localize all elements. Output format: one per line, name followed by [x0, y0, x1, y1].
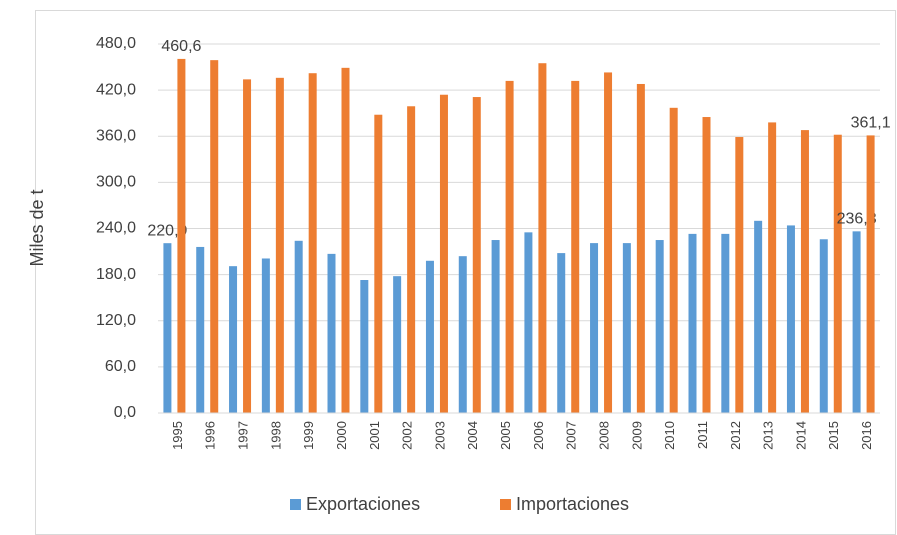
x-tick-label: 2003: [432, 421, 447, 450]
bar: [669, 107, 678, 414]
legend-label: Importaciones: [516, 494, 629, 514]
bar: [524, 232, 533, 413]
bar: [472, 97, 481, 413]
x-tick-label: 2005: [498, 421, 513, 450]
y-tick-label: 300,0: [96, 174, 136, 191]
bar: [458, 256, 467, 413]
bar: [819, 239, 828, 413]
x-tick-label: 2014: [793, 421, 808, 450]
x-tick-label: 2001: [367, 421, 382, 450]
bar: [866, 135, 875, 414]
x-tick-label: 2006: [531, 421, 546, 450]
bar: [360, 280, 369, 413]
bar: [538, 63, 547, 413]
bar: [229, 266, 238, 413]
bar: [590, 243, 599, 413]
x-tick-label: 1998: [268, 421, 283, 450]
bar: [294, 240, 303, 413]
y-tick-label: 360,0: [96, 127, 136, 144]
bar: [786, 225, 795, 413]
legend-swatch: [290, 499, 301, 510]
bar: [425, 260, 434, 413]
bar: [327, 253, 336, 413]
x-tick-label: 2015: [826, 421, 841, 450]
bar: [833, 134, 842, 413]
bar: [571, 80, 580, 414]
x-tick-label: 2008: [596, 421, 611, 450]
bar: [702, 117, 711, 413]
y-tick-label: 240,0: [96, 220, 136, 237]
y-tick-label: 420,0: [96, 81, 136, 98]
x-tick-label: 1997: [235, 421, 250, 450]
data-label: 460,6: [161, 38, 201, 55]
bar: [275, 77, 284, 413]
x-tick-label: 2010: [662, 421, 677, 450]
y-tick-label: 180,0: [96, 266, 136, 283]
x-tick-label: 1996: [203, 421, 218, 450]
bar: [177, 58, 186, 413]
bar: [768, 122, 777, 413]
bar: [210, 60, 219, 414]
bar: [688, 233, 697, 413]
bar: [308, 73, 317, 414]
bar: [243, 79, 252, 414]
bar: [374, 114, 383, 413]
bar: [491, 240, 500, 413]
bar: [754, 220, 763, 413]
y-tick-label: 0,0: [114, 404, 136, 421]
bar: [735, 137, 744, 414]
x-tick-label: 2012: [728, 421, 743, 450]
legend-label: Exportaciones: [306, 494, 420, 514]
y-tick-label: 60,0: [105, 358, 136, 375]
bar: [163, 243, 172, 413]
x-tick-label: 1999: [301, 421, 316, 450]
bar: [407, 106, 416, 414]
legend-swatch: [500, 499, 511, 510]
bar: [196, 246, 205, 413]
bar: [721, 233, 730, 413]
x-tick-label: 2013: [761, 421, 776, 450]
bar: [622, 243, 631, 413]
y-axis-label: Miles de t: [27, 189, 47, 266]
bar: [439, 94, 448, 414]
bar: [261, 258, 270, 413]
bar: [852, 231, 861, 413]
bar: [604, 72, 613, 413]
bar: [655, 240, 664, 413]
data-label: 361,1: [851, 115, 891, 132]
x-tick-label: 2016: [859, 421, 874, 450]
x-tick-label: 2011: [695, 421, 710, 449]
x-tick-label: 2004: [465, 421, 480, 450]
bar: [557, 253, 566, 413]
x-tick-label: 2002: [400, 421, 415, 450]
y-tick-label: 120,0: [96, 312, 136, 329]
x-tick-label: 1995: [170, 421, 185, 450]
x-tick-label: 2000: [334, 421, 349, 450]
bar: [800, 130, 809, 413]
x-tick-label: 2007: [564, 421, 579, 450]
bar: [341, 67, 350, 414]
bar: [393, 276, 402, 413]
y-tick-label: 480,0: [96, 35, 136, 52]
bar: [636, 83, 645, 413]
bar: [505, 80, 514, 414]
x-tick-label: 2009: [629, 421, 644, 450]
